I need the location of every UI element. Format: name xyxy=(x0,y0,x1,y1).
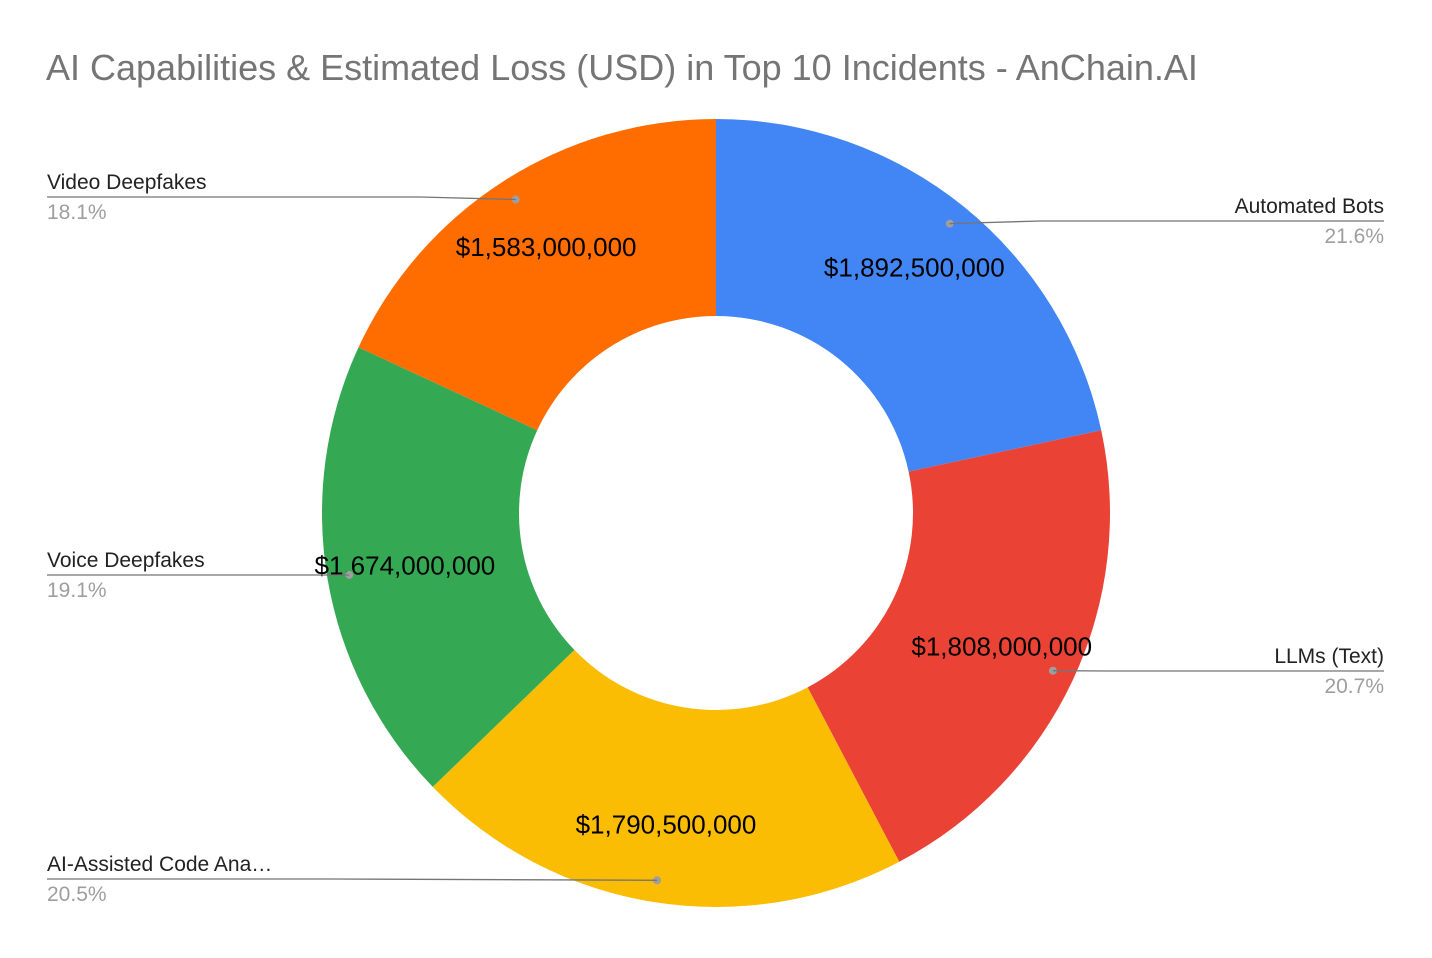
legend-percent-0: 21.6% xyxy=(1324,225,1384,248)
legend-name-3: Voice Deepfakes xyxy=(47,549,205,572)
legend-name-2: AI-Assisted Code Ana… xyxy=(47,853,272,876)
value-label-1: $1,808,000,000 xyxy=(911,632,1092,662)
slices-group xyxy=(322,119,1110,907)
leader-line-4 xyxy=(47,197,516,200)
legend-name-1: LLMs (Text) xyxy=(1274,645,1384,668)
leader-line-2 xyxy=(47,879,657,880)
value-label-4: $1,583,000,000 xyxy=(456,232,637,262)
leader-line-0 xyxy=(950,221,1384,224)
legend-name-0: Automated Bots xyxy=(1235,195,1384,218)
value-label-0: $1,892,500,000 xyxy=(824,253,1005,283)
value-label-2: $1,790,500,000 xyxy=(576,810,757,840)
legend-percent-2: 20.5% xyxy=(47,883,107,906)
legend-percent-4: 18.1% xyxy=(47,201,107,224)
legend-percent-1: 20.7% xyxy=(1324,675,1384,698)
slice-0 xyxy=(716,119,1101,472)
legend-percent-3: 19.1% xyxy=(47,579,107,602)
legend-name-4: Video Deepfakes xyxy=(47,171,207,194)
chart-title: AI Capabilities & Estimated Loss (USD) i… xyxy=(46,47,1198,88)
value-label-3: $1,674,000,000 xyxy=(315,551,496,581)
